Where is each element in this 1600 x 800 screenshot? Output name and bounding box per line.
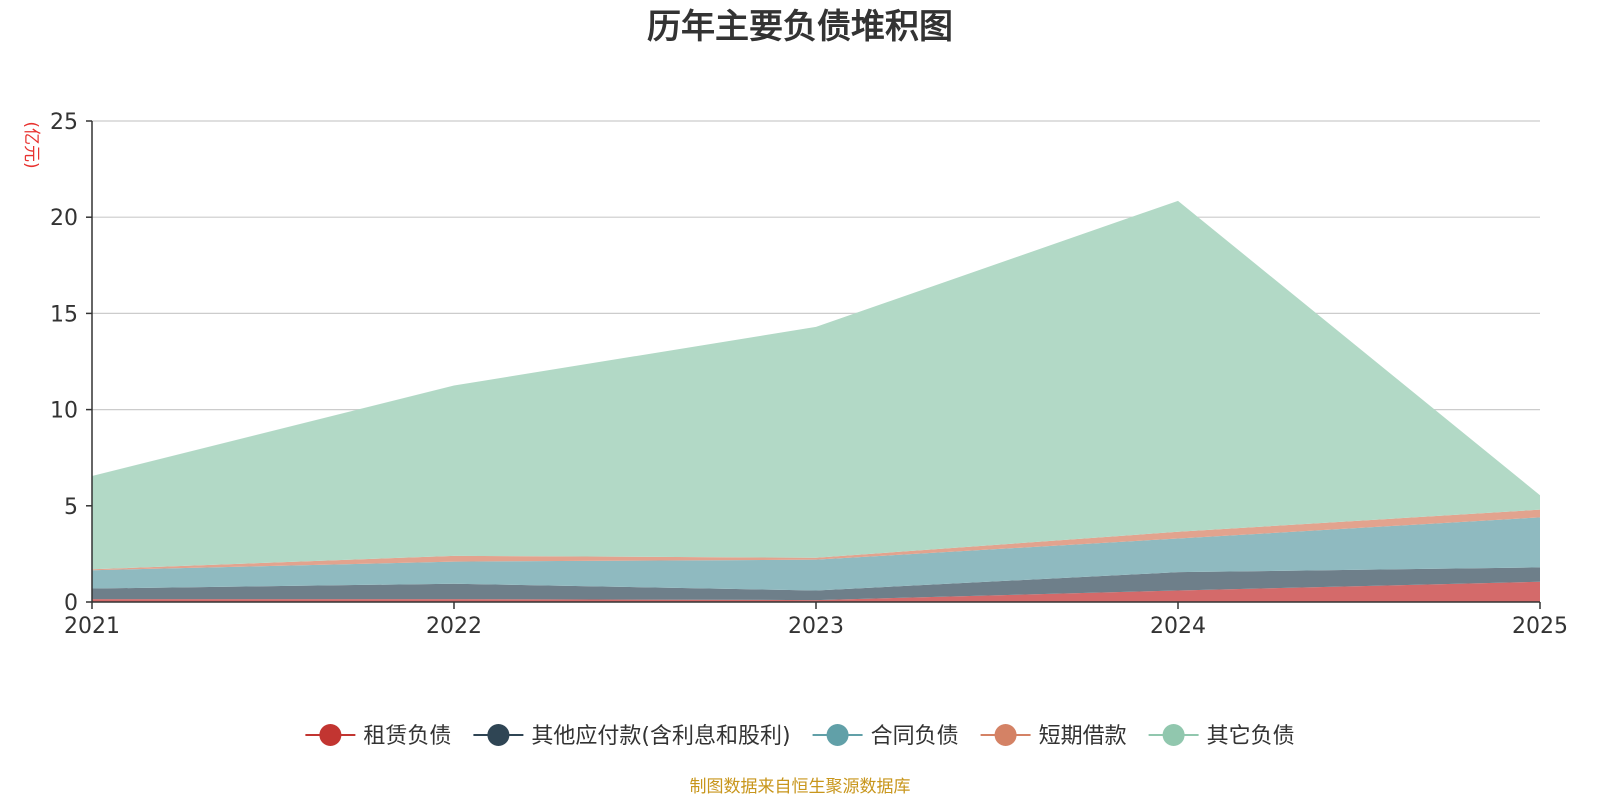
- legend-label-2: 合同负债: [871, 724, 959, 749]
- x-tick-label-2: 2023: [788, 614, 844, 639]
- chart-title: 历年主要负债堆积图: [647, 7, 953, 47]
- legend-label-4: 其它负债: [1207, 724, 1295, 749]
- area-series-group: [92, 200, 1540, 602]
- y-tick-label-0: 0: [64, 591, 78, 616]
- legend: 租赁负债 其他应付款(含利息和股利) 合同负债 短期借款 其它负债: [305, 724, 1295, 749]
- area-series-1: [92, 567, 1540, 601]
- legend-item-1[interactable]: 其他应付款(含利息和股利): [473, 724, 791, 749]
- legend-label-1: 其他应付款(含利息和股利): [531, 724, 790, 749]
- y-axis-unit-label: (亿元): [21, 121, 41, 168]
- area-series-0: [92, 581, 1540, 602]
- legend-item-0[interactable]: 租赁负债: [305, 724, 451, 749]
- y-tick-label-4: 20: [50, 206, 78, 231]
- legend-item-3[interactable]: 短期借款: [980, 724, 1127, 749]
- area-series-2: [92, 517, 1540, 591]
- legend-item-2[interactable]: 合同负债: [812, 724, 959, 749]
- area-series-3: [92, 509, 1540, 571]
- legend-marker-3: [994, 724, 1017, 746]
- x-tick-label-4: 2025: [1512, 614, 1568, 639]
- x-tick-label-1: 2022: [426, 614, 482, 639]
- legend-marker-2: [826, 724, 849, 746]
- legend-marker-4: [1162, 724, 1185, 746]
- y-tick-label-3: 15: [50, 302, 78, 327]
- legend-label-3: 短期借款: [1039, 724, 1127, 749]
- x-tick-label-3: 2024: [1150, 614, 1206, 639]
- x-tick-label-0: 2021: [64, 614, 120, 639]
- y-tick-label-5: 25: [50, 110, 78, 135]
- area-series-4: [92, 200, 1540, 570]
- y-tick-label-1: 5: [64, 495, 78, 520]
- legend-item-4[interactable]: 其它负债: [1148, 724, 1295, 749]
- legend-marker-1: [487, 724, 510, 746]
- source-note: 制图数据来自恒生聚源数据库: [690, 777, 911, 797]
- y-tick-label-2: 10: [50, 399, 78, 424]
- legend-label-0: 租赁负债: [363, 724, 451, 749]
- legend-marker-0: [319, 724, 342, 746]
